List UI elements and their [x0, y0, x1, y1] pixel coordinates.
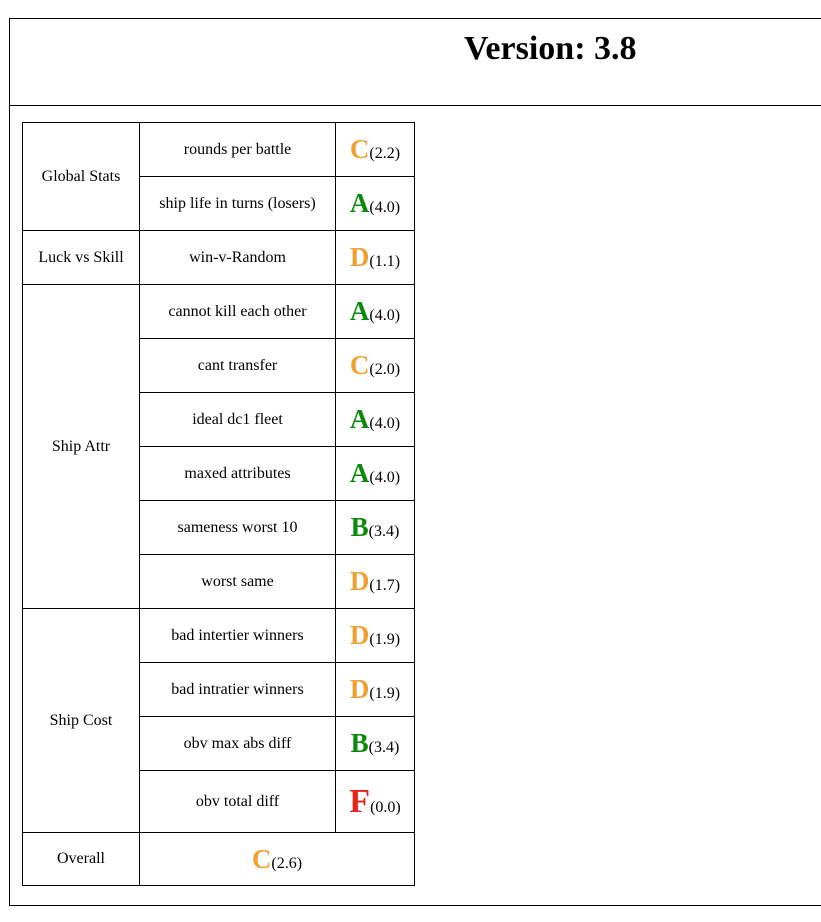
grade-score: (2.0) [369, 361, 401, 378]
overall-label: Overall [22, 832, 140, 886]
grade-cell: C(2.2) [335, 122, 415, 177]
grade-cell: D(1.1) [335, 230, 415, 285]
metric-cell: worst same [139, 554, 336, 609]
table-row: worst same D(1.7) [23, 554, 415, 609]
grade-cell: B(3.4) [335, 716, 415, 771]
table-row: ideal dc1 fleet A(4.0) [23, 392, 415, 447]
grade-cell: A(4.0) [335, 446, 415, 501]
metric-cell: bad intratier winners [139, 662, 336, 717]
grade-letter: B [350, 728, 369, 758]
grade-letter: C [349, 350, 370, 380]
grade-letter: A [349, 296, 370, 326]
metric-cell: sameness worst 10 [139, 500, 336, 555]
grades-table: Global Stats rounds per battle C(2.2) sh… [22, 122, 415, 886]
report-header: Version: 3.8 [10, 19, 821, 106]
metric-cell: ideal dc1 fleet [139, 392, 336, 447]
grade-cell: A(4.0) [335, 176, 415, 231]
version-title: Version: 3.8 [464, 30, 637, 67]
grade-letter: A [349, 188, 370, 218]
metric-cell: obv total diff [139, 770, 336, 833]
grade-score: (2.2) [369, 145, 401, 162]
overall-grade-score: (2.6) [271, 854, 303, 872]
grade-cell: D(1.9) [335, 662, 415, 717]
grade-letter: A [349, 458, 370, 488]
metric-cell: cannot kill each other [139, 284, 336, 339]
grade-score: (4.0) [369, 469, 401, 486]
grade-letter: D [349, 620, 370, 650]
category-cell: Global Stats [22, 122, 140, 231]
table-row: Global Stats rounds per battle C(2.2) [22, 122, 415, 231]
grade-score: (1.9) [369, 685, 401, 702]
grade-cell: C(2.0) [335, 338, 415, 393]
grade-score: (3.4) [368, 739, 400, 756]
metric-cell: obv max abs diff [139, 716, 336, 771]
grade-score: (3.4) [368, 523, 400, 540]
grade-cell: B(3.4) [335, 500, 415, 555]
grade-cell: A(4.0) [335, 284, 415, 339]
grade-cell: A(4.0) [335, 392, 415, 447]
table-row: obv total diff F(0.0) [23, 770, 415, 833]
metric-cell: rounds per battle [139, 122, 336, 177]
grade-score: (1.7) [369, 577, 401, 594]
table-row: maxed attributes A(4.0) [23, 446, 415, 501]
grade-letter: D [349, 674, 370, 704]
table-row: obv max abs diff B(3.4) [23, 716, 415, 771]
table-row: Luck vs Skill win-v-Random D(1.1) [22, 230, 415, 285]
overall-grade-cell: C(2.6) [139, 832, 415, 886]
grade-letter: B [350, 512, 369, 542]
category-cell: Ship Attr [22, 284, 140, 609]
overall-grade-letter: C [251, 843, 272, 874]
metric-cell: ship life in turns (losers) [139, 176, 336, 231]
table-row: cant transfer C(2.0) [23, 338, 415, 393]
metric-cell: bad intertier winners [139, 608, 336, 663]
table-row: Ship Attr cannot kill each other A(4.0) [22, 284, 415, 609]
grade-cell: D(1.9) [335, 608, 415, 663]
table-row: sameness worst 10 B(3.4) [23, 500, 415, 555]
table-row: ship life in turns (losers) A(4.0) [23, 176, 415, 231]
table-row: bad intratier winners D(1.9) [23, 662, 415, 717]
grade-letter: D [349, 566, 370, 596]
grade-score: (1.9) [369, 631, 401, 648]
grade-letter: A [349, 404, 370, 434]
table-row: Ship Cost bad intertier winners D(1.9) [22, 608, 415, 833]
grade-score: (0.0) [370, 798, 401, 816]
grade-cell: D(1.7) [335, 554, 415, 609]
grade-letter: D [349, 242, 370, 272]
grade-letter: C [349, 134, 370, 164]
grade-score: (1.1) [369, 253, 401, 270]
grade-cell: F(0.0) [335, 770, 415, 833]
metric-cell: cant transfer [139, 338, 336, 393]
metric-cell: win-v-Random [139, 230, 336, 285]
metric-cell: maxed attributes [139, 446, 336, 501]
report-frame: Version: 3.8 Global Stats rounds per bat… [9, 18, 821, 906]
overall-row: Overall C(2.6) [22, 832, 415, 886]
category-cell: Ship Cost [22, 608, 140, 833]
grade-score: (4.0) [369, 199, 401, 216]
grade-letter: F [349, 782, 371, 820]
grade-score: (4.0) [369, 415, 401, 432]
category-cell: Luck vs Skill [22, 230, 140, 285]
grade-score: (4.0) [369, 307, 401, 324]
